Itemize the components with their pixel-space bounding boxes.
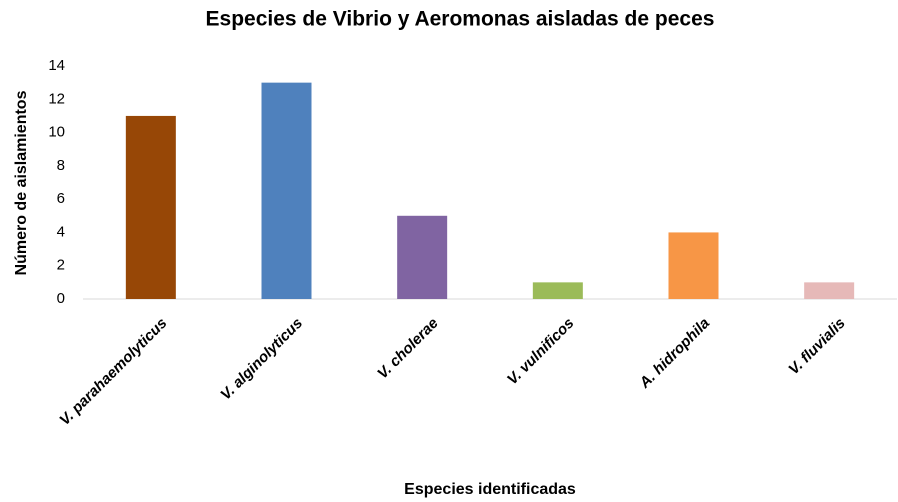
x-tick-label: V. parahaemolyticus: [56, 315, 170, 429]
bar: [532, 282, 583, 299]
y-tick-label: 14: [48, 57, 65, 74]
bar: [397, 215, 448, 299]
y-tick-label: 8: [57, 157, 65, 174]
x-axis-title: Especies identificadas: [404, 481, 576, 498]
y-tick-label: 2: [57, 257, 65, 274]
y-tick-label: 6: [57, 190, 65, 207]
bar: [125, 115, 176, 299]
x-tick-label: V. cholerae: [374, 315, 442, 383]
x-tick-label: A. hidrophila: [636, 315, 714, 393]
x-tick-label: V. alginolyticus: [217, 315, 306, 404]
bar: [668, 232, 719, 299]
chart-title: Especies de Vibrio y Aeromonas aisladas …: [206, 8, 715, 31]
x-tick-label: V. vulnificos: [504, 315, 578, 389]
x-tick-label: V. fluvialis: [785, 315, 849, 379]
bar: [261, 82, 312, 300]
y-tick-label: 12: [48, 90, 65, 107]
y-tick-label: 10: [48, 124, 65, 141]
bar: [804, 282, 855, 299]
y-axis-title: Número de aislamientos: [13, 90, 30, 275]
y-tick-label: 0: [57, 290, 65, 307]
y-tick-label: 4: [57, 223, 65, 240]
